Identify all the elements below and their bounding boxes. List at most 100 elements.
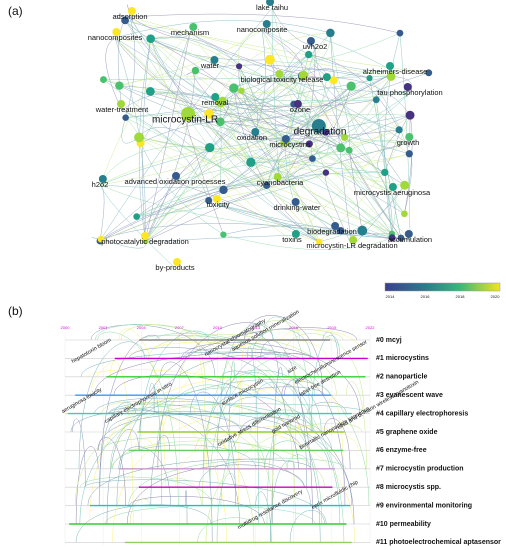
citation-arc (106, 428, 140, 525)
keyword-label: hepatotoxin bloom (71, 337, 113, 365)
node-label: oxidation (237, 133, 267, 142)
node-label: drinking-water (273, 203, 321, 212)
node-label: toxins (282, 235, 302, 244)
edge (238, 66, 393, 239)
edge (214, 32, 331, 104)
node (273, 173, 282, 181)
citation-arc (216, 473, 236, 543)
node (246, 157, 256, 167)
node (291, 230, 300, 238)
node-label: toxicity (207, 200, 230, 209)
color-bar (384, 282, 501, 292)
year-label: 2004 (137, 325, 147, 330)
edge (121, 109, 393, 239)
node (205, 142, 215, 153)
node (404, 230, 413, 238)
edge (319, 185, 405, 243)
citation-arc (126, 464, 305, 525)
citation-arc (188, 335, 207, 469)
edge (136, 172, 326, 217)
edge (344, 115, 411, 143)
edge (407, 115, 411, 148)
edge (261, 29, 294, 105)
edge (99, 76, 392, 186)
edge (150, 38, 411, 94)
edge (279, 46, 316, 184)
cluster-label: #0 mcyj (376, 337, 402, 344)
cluster-label: #7 microcystin production (376, 466, 464, 473)
node (298, 70, 309, 81)
node (204, 109, 215, 119)
edge (140, 121, 221, 144)
cluster-label: #4 capillary electrophoresis (376, 410, 468, 417)
node (425, 69, 433, 77)
citation-arc (150, 435, 170, 506)
node (381, 168, 389, 177)
node (401, 210, 408, 218)
timeline-panel: 2000 2001 2004 2007 2010 2013 2016 2019 2022 #0 m… (61, 309, 502, 546)
citation-arc (281, 383, 313, 525)
cluster-label: #5 graphene oxide (376, 429, 438, 436)
citation-arc (222, 370, 321, 543)
edge (209, 147, 320, 243)
citation-arc (70, 410, 236, 451)
cluster-label: #9 environmental monitoring (376, 502, 472, 509)
citation-arc (283, 333, 365, 414)
edge (150, 91, 377, 102)
edge (99, 129, 400, 242)
edge (208, 113, 341, 231)
edge (284, 141, 409, 155)
edge (271, 7, 281, 184)
node (281, 135, 290, 143)
edge (266, 85, 352, 186)
citation-arc (207, 425, 302, 451)
node (304, 50, 313, 59)
edge (195, 64, 370, 79)
edge (103, 79, 393, 194)
citation-arc (209, 353, 311, 488)
edge (150, 38, 320, 243)
edge (238, 66, 341, 231)
citation-arc (149, 382, 163, 506)
node (146, 34, 155, 44)
year-label: 2001 (99, 325, 109, 330)
citation-arc (97, 331, 179, 506)
edge (105, 37, 123, 111)
node (322, 169, 330, 176)
node (133, 213, 140, 220)
edge (125, 76, 392, 118)
node (212, 195, 221, 203)
edge (125, 16, 136, 118)
panel-label: (b) (8, 304, 23, 318)
citation-arc (247, 345, 259, 525)
edge (99, 32, 191, 186)
edge (223, 76, 392, 191)
edge (129, 16, 392, 77)
citation-arc (286, 454, 310, 469)
node-label: alzheimers-disease (363, 67, 428, 76)
node (337, 227, 345, 235)
citation-arc (197, 517, 253, 543)
edge (99, 184, 105, 242)
node (311, 119, 326, 133)
legend-tick-label: 2018 (456, 294, 466, 299)
edge (129, 13, 401, 34)
node (115, 81, 124, 90)
edge (125, 117, 341, 231)
node (173, 258, 182, 266)
edge (99, 185, 267, 242)
edge (404, 115, 413, 214)
node (275, 70, 284, 78)
edge (124, 20, 210, 148)
node (388, 183, 397, 191)
edge (299, 109, 411, 241)
node-label: microcystis aeruginosa (354, 188, 431, 197)
citation-arc (235, 331, 279, 377)
edge (303, 75, 402, 239)
node (220, 231, 227, 238)
edge (150, 38, 393, 234)
legend-tick-label: 2016 (421, 294, 431, 299)
node-label: microcystin-LR (152, 115, 218, 126)
year-label: 2007 (175, 325, 185, 330)
